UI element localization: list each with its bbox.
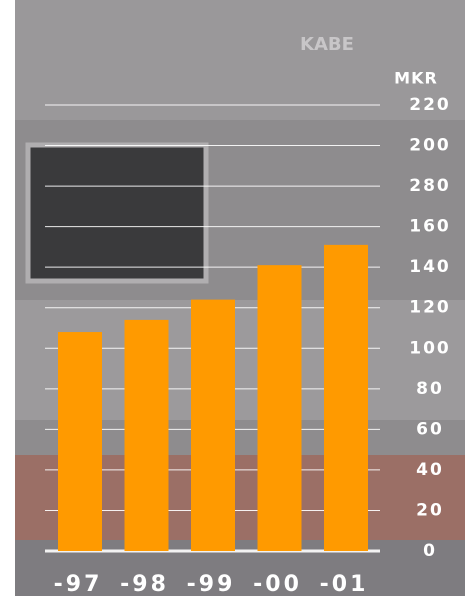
x-tick-label: -00 xyxy=(253,572,302,596)
y-tick-label: 280 xyxy=(409,176,451,196)
y-tick-label: 60 xyxy=(416,419,444,439)
x-tick-label: -97 xyxy=(54,572,103,596)
y-tick-label: 20 xyxy=(416,500,444,520)
bar xyxy=(257,265,302,551)
y-axis-label: Mkr xyxy=(394,69,438,88)
bar xyxy=(191,299,235,551)
bar xyxy=(58,332,102,551)
x-tick-label: -01 xyxy=(320,572,369,596)
photo-decoration: KABE xyxy=(300,34,354,55)
y-tick-label: 220 xyxy=(409,95,451,115)
x-tick-label: -99 xyxy=(187,572,236,596)
y-tick-label: 140 xyxy=(409,257,451,277)
x-tick-label: -98 xyxy=(120,572,169,596)
y-tick-label: 160 xyxy=(409,217,451,237)
y-tick-label: 120 xyxy=(409,298,451,318)
y-tick-label: 100 xyxy=(409,338,451,358)
bar xyxy=(324,244,368,551)
bar xyxy=(124,319,169,551)
y-tick-label: 80 xyxy=(416,379,444,399)
y-tick-label: 200 xyxy=(409,136,451,156)
y-tick-label: 40 xyxy=(416,460,444,480)
y-tick-label: 0 xyxy=(423,541,437,561)
